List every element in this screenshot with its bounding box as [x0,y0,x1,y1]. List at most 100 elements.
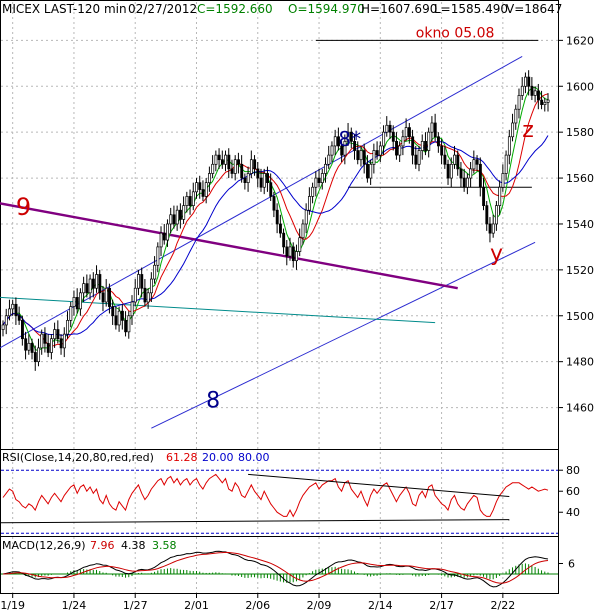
candle-body [546,99,550,103]
candle-body [14,303,18,317]
candle [427,127,431,158]
candle [372,143,376,174]
candle-body [533,90,537,96]
candle [140,267,144,298]
candle [417,145,421,172]
candle-body [153,264,157,280]
candle-body [491,223,495,234]
candle-body [504,154,508,174]
candle-body [333,136,337,147]
candle-body [488,223,492,234]
candle [440,139,444,165]
candle-body [237,159,240,165]
macd-plot [1,550,558,588]
candle [124,311,128,337]
candle-body [27,342,31,351]
rsi-tick-label-2: 80 [566,464,580,477]
candle-body [224,154,228,165]
candle [414,145,418,169]
header-symbol: MICEX LAST-120 min [2,2,127,16]
candle-body [20,320,24,340]
candle [407,122,411,144]
candle-body [140,274,144,289]
candle [475,155,479,172]
candle [446,159,450,185]
header-open: O=1594.970 [288,2,365,16]
candle [343,134,347,165]
candle-body [372,150,376,165]
price-tick-label-7: 1600 [566,80,594,93]
candle [208,166,211,192]
candle-body [340,145,344,156]
candle [443,145,447,169]
price-tick-label-3: 1520 [566,264,594,277]
candle-body [349,131,353,142]
candlesticks [1,70,550,371]
candle [291,242,295,268]
candle [395,132,398,160]
candle [246,166,250,192]
candle-body [324,163,328,174]
candle-body [359,150,363,161]
candle [437,132,440,153]
candle [101,285,105,312]
candle [337,127,340,151]
candle [169,207,173,234]
candle [172,205,176,229]
candle-body [72,297,76,307]
candle-body [259,177,263,188]
candle-body [249,159,253,174]
rsi-value-3: 80.00 [238,451,270,464]
candle [353,134,357,160]
candle-body [453,154,457,165]
label-y: y [490,242,503,267]
channel-lower-line [151,241,536,429]
candle-body [120,310,124,321]
candle-body [79,292,82,310]
rsi-value-1: 61.28 [166,451,198,464]
candle-body [33,352,37,363]
candle-body [195,182,199,193]
candle [220,150,224,169]
candle-body [301,223,305,239]
candle-body [4,315,8,326]
candle-body [437,136,440,147]
candle-body [114,315,118,326]
candle [404,118,408,142]
candle [262,168,266,195]
candle [30,338,34,360]
candle-body [101,292,105,303]
candle [266,166,269,192]
candle [382,125,386,156]
candle [88,274,92,300]
channel-upper-line [0,55,523,349]
candle-body [446,163,450,179]
candle-body [424,140,428,151]
candle [20,315,24,346]
x-tick-label-3: 2/01 [184,599,209,612]
candle [111,299,115,325]
candle [69,302,73,328]
candle-body [478,163,482,188]
candle-body [53,329,57,340]
macd-tick-label-0: 6 [568,558,575,571]
candle [188,189,192,215]
candle [66,311,70,339]
candle [120,304,124,330]
candle-body [104,287,108,303]
x-tick-label-5: 2/09 [307,599,332,612]
candle [153,256,157,284]
rsi-plot [0,469,558,534]
candle-body [24,338,28,351]
candle-body [327,154,331,165]
candle [424,132,428,156]
candle [495,201,498,231]
candle-body [62,333,66,349]
candle-body [275,209,279,225]
candle [11,299,15,316]
candle [298,228,302,257]
candle [304,203,308,234]
candle-body [440,145,444,156]
candle [224,150,228,172]
candle-body [366,163,369,179]
